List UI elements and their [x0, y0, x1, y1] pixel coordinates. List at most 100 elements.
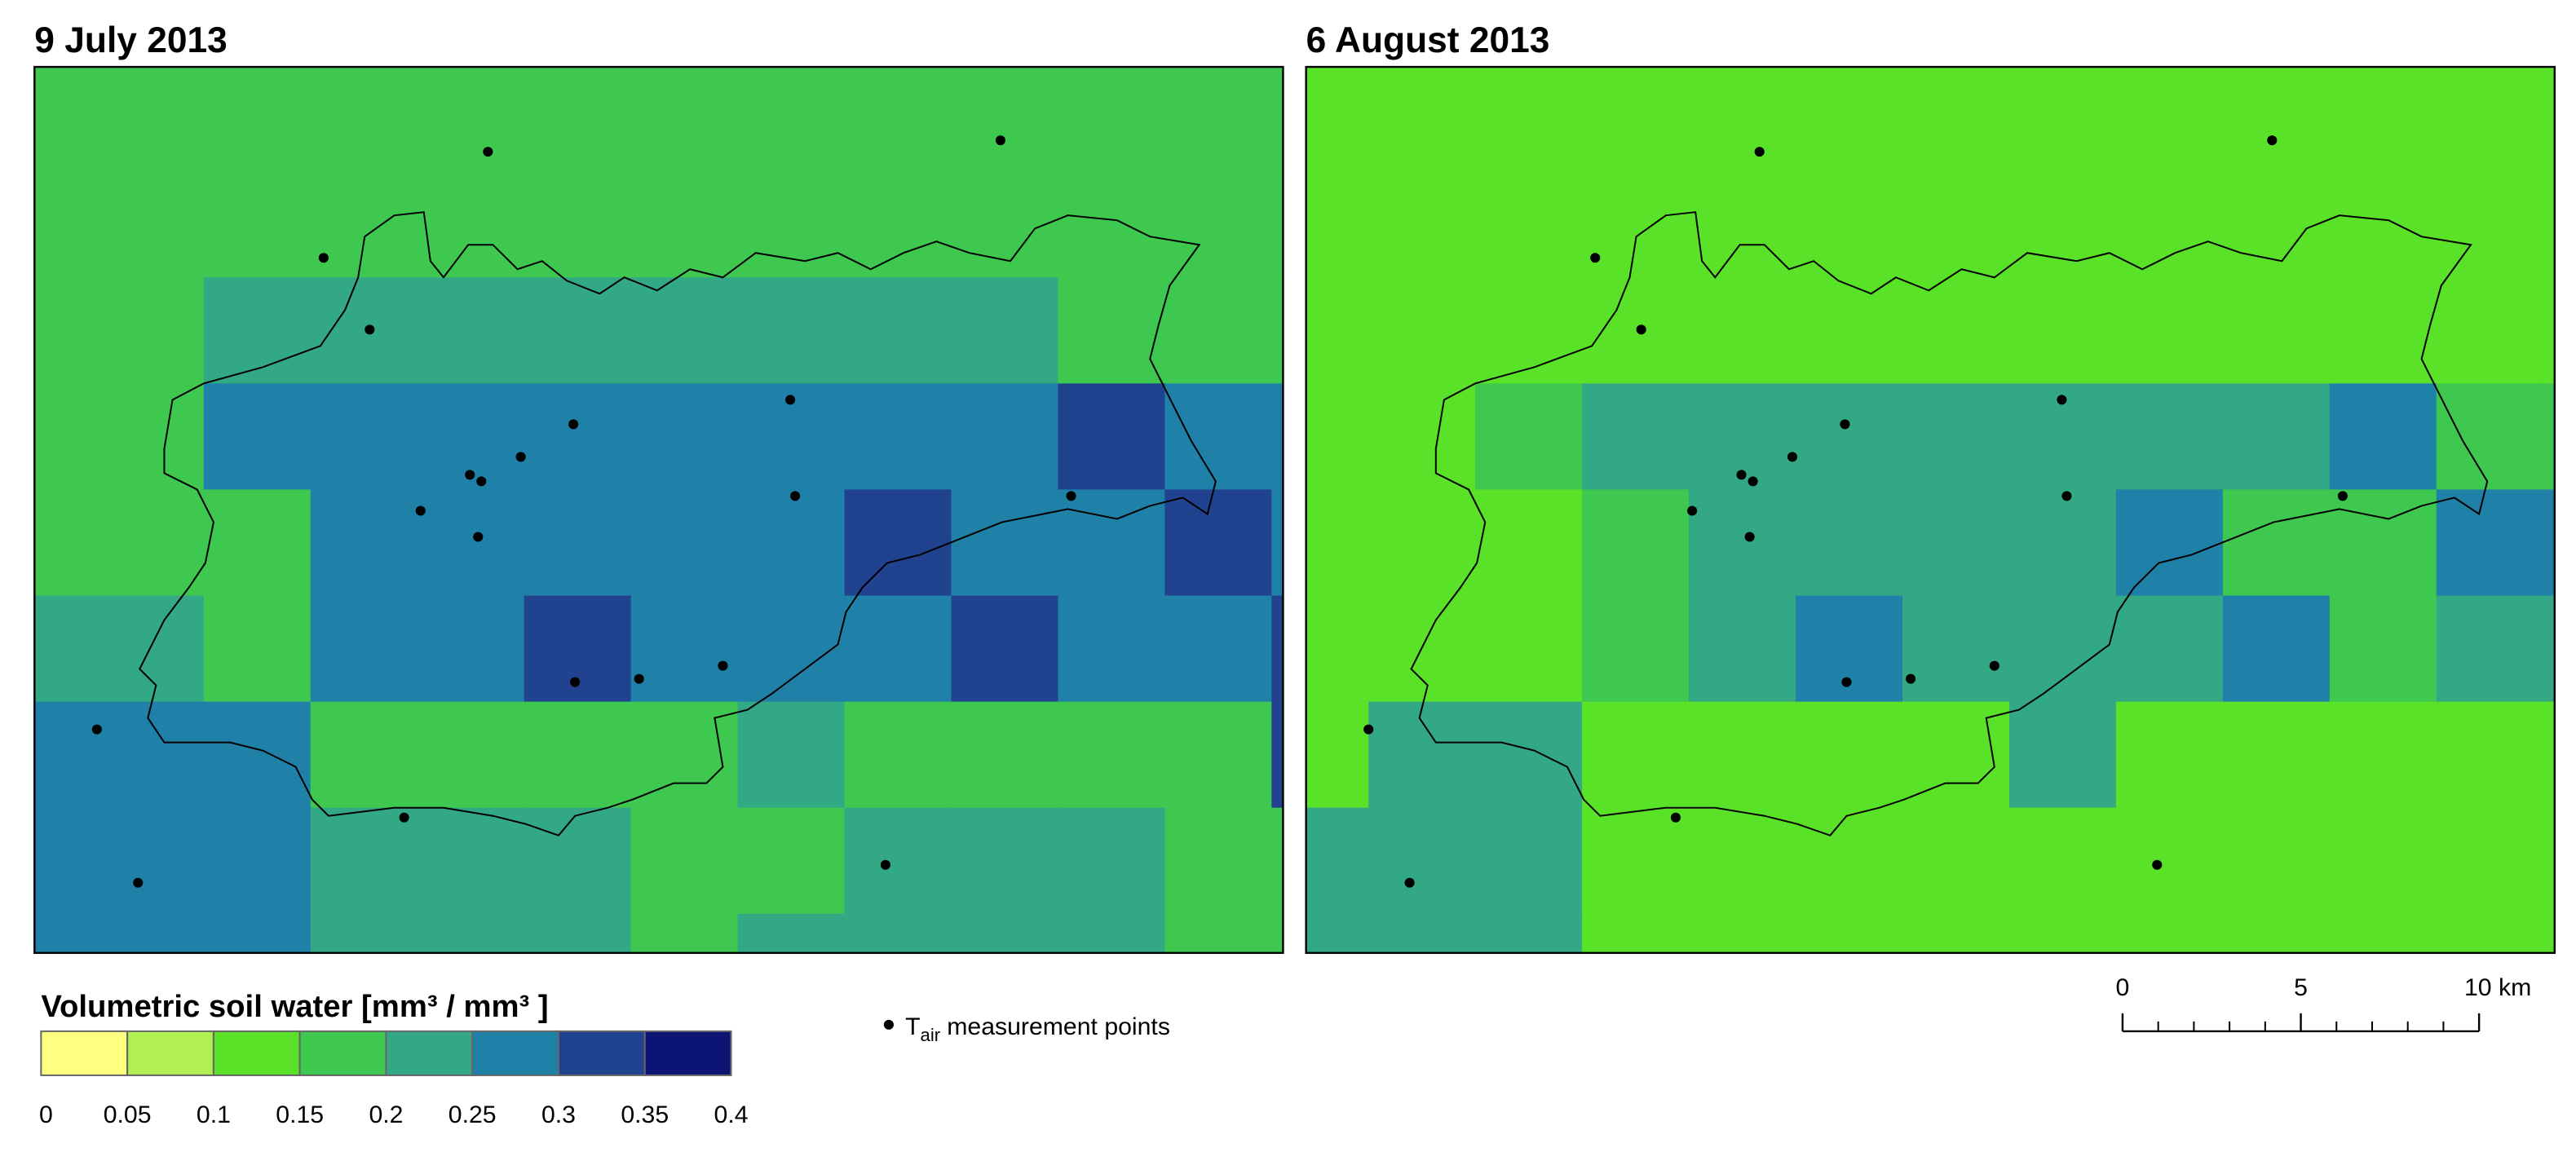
grid-cell — [1689, 807, 1797, 915]
boundary-outline — [1410, 211, 2489, 836]
grid-cell — [2115, 701, 2224, 809]
legend-tick-label: 0.25 — [448, 1101, 497, 1128]
grid-cell — [1796, 67, 1903, 173]
grid-cell — [2115, 595, 2224, 703]
point-legend-symbol — [883, 1019, 894, 1030]
grid-cell — [203, 67, 312, 173]
grid-cell — [1475, 913, 1584, 953]
grid-cell — [2329, 67, 2437, 173]
grid-cell — [1902, 807, 2010, 915]
grid-cell — [630, 383, 739, 491]
grid-cell — [844, 595, 952, 703]
grid-cell — [2436, 277, 2544, 385]
grid-cell — [2436, 67, 2544, 173]
scale-bar-label: 0 — [2116, 974, 2130, 1001]
grid-cell — [203, 171, 312, 279]
grid-cell — [34, 277, 98, 385]
grid-cell — [417, 277, 525, 385]
grid-cell — [310, 701, 418, 809]
measurement-point — [1840, 419, 1850, 430]
grid-cell — [96, 277, 205, 385]
measurement-point — [318, 253, 329, 263]
grid-cell — [2329, 913, 2437, 953]
measurement-point — [476, 476, 487, 487]
grid-cell — [417, 171, 525, 279]
measurement-point — [483, 147, 493, 157]
map-title: 9 July 2013 — [34, 20, 227, 60]
measurement-point — [790, 491, 801, 501]
grid-cell — [737, 171, 846, 279]
grid-cell — [96, 67, 205, 173]
grid-cell — [1306, 277, 1370, 385]
grid-cell — [1368, 595, 1477, 703]
measurement-point — [785, 395, 796, 405]
grid-cell — [1164, 67, 1273, 173]
map-title: 6 August 2013 — [1306, 20, 1550, 60]
grid-cell — [737, 913, 846, 953]
map — [33, 65, 1284, 955]
legend-swatch — [557, 1030, 646, 1076]
grid-cell — [844, 383, 952, 491]
legend-tick-label: 0.3 — [541, 1101, 576, 1128]
grid-cell — [1306, 913, 1370, 953]
grid-cell — [1306, 383, 1370, 491]
grid-cell — [96, 701, 205, 809]
grid-cell — [1582, 913, 1690, 953]
grid-cell — [2543, 913, 2555, 953]
legend-swatch — [212, 1030, 301, 1076]
grid-cell — [2008, 171, 2117, 279]
grid-cell — [2115, 383, 2224, 491]
grid-cell — [844, 67, 952, 173]
grid-cell — [2008, 701, 2117, 809]
measurement-point — [1841, 677, 1852, 687]
grid-cell — [1796, 913, 1903, 953]
grid-cell — [1306, 595, 1370, 703]
measurement-point — [1404, 877, 1415, 888]
grid-cell — [1582, 383, 1690, 491]
measurement-point — [1787, 452, 1798, 462]
grid-cell — [96, 171, 205, 279]
measurement-point — [1736, 470, 1747, 480]
measurement-point — [1590, 253, 1601, 263]
grid-cell — [2008, 595, 2117, 703]
grid-cell — [310, 171, 418, 279]
grid-cell — [844, 913, 952, 953]
grid-cell — [951, 383, 1059, 491]
map-frame — [1305, 65, 2556, 955]
grid-cells — [34, 67, 1284, 953]
grid-cell — [1306, 67, 1370, 173]
grid-cell — [1271, 67, 1284, 173]
grid-cell — [310, 489, 418, 597]
grid-cell — [2222, 701, 2331, 809]
grid-cell — [203, 489, 312, 597]
grid-cell — [2329, 383, 2437, 491]
grid-cell — [2222, 67, 2331, 173]
grid-cell — [2115, 807, 2224, 915]
measurement-point — [2152, 859, 2163, 870]
grid-cell — [1368, 701, 1477, 809]
grid-cell — [1271, 807, 1284, 915]
grid-cell — [1582, 807, 1690, 915]
grid-cell — [1164, 383, 1273, 491]
grid-cell — [2222, 277, 2331, 385]
grid-cell — [2329, 171, 2437, 279]
grid-cell — [1058, 277, 1166, 385]
scale-bar-label: 10 km — [2464, 974, 2531, 1001]
grid-cell — [2543, 277, 2555, 385]
grid-cells — [1306, 67, 2555, 953]
grid-cell — [1306, 171, 1370, 279]
grid-cell — [737, 67, 846, 173]
grid-cell — [1689, 489, 1797, 597]
grid-cell — [34, 67, 98, 173]
measurement-point — [2061, 491, 2072, 501]
grid-cell — [1582, 595, 1690, 703]
grid-cell — [417, 489, 525, 597]
measurement-point — [2267, 135, 2278, 146]
grid-cell — [34, 595, 98, 703]
grid-cell — [2436, 595, 2544, 703]
grid-cell — [203, 807, 312, 915]
measurement-point — [718, 660, 728, 671]
legend-tick-label: 0.15 — [276, 1101, 324, 1128]
